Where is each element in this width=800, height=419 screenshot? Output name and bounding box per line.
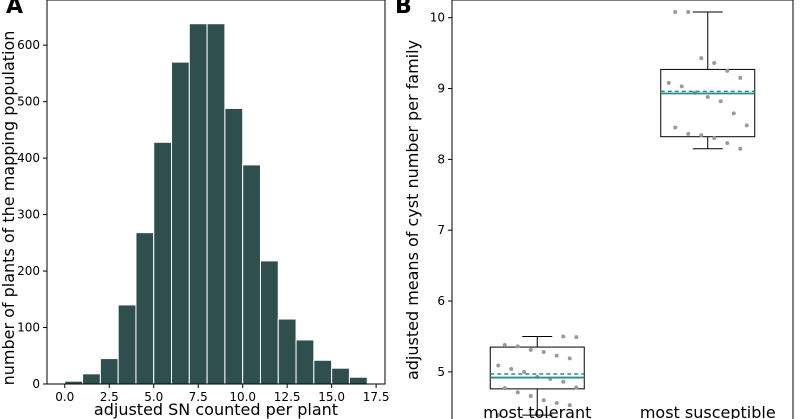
data-point [496, 363, 501, 368]
data-point [502, 342, 507, 347]
panel-a-frame [46, 0, 386, 385]
box-iqr [489, 346, 585, 390]
data-point [731, 111, 736, 116]
histogram-bar [117, 304, 137, 385]
data-point [528, 393, 533, 398]
data-point [686, 10, 691, 15]
panel-a-y-axis-label: number of plants of the mapping populati… [0, 31, 18, 386]
data-point [515, 390, 520, 395]
data-point [502, 386, 507, 391]
y-tick-label: 9 [437, 82, 445, 96]
data-point [744, 123, 749, 128]
x-tick-label: 2.5 [100, 390, 119, 404]
data-point [666, 80, 671, 85]
data-point [574, 335, 579, 340]
panel-a-x-axis-label: adjusted SN counted per plant [94, 400, 338, 419]
data-point [725, 141, 730, 146]
boxplots [489, 10, 756, 418]
data-point [522, 369, 527, 374]
data-point [515, 344, 520, 349]
data-point [718, 99, 723, 104]
histogram-bar [331, 367, 350, 385]
data-point [699, 133, 704, 138]
x-tick-label: 15.0 [318, 390, 345, 404]
category-label: most tolerant [483, 403, 591, 419]
data-point [567, 403, 572, 408]
panel-a-x-ticks: 0.0 2.5 5.0 7.5 10.0 12.5 15.0 17.5 [55, 384, 389, 404]
data-point [541, 398, 546, 403]
panel-b-label: B [395, 0, 412, 19]
data-point [705, 95, 710, 100]
x-tick-label: 17.5 [363, 390, 390, 404]
data-point [561, 334, 566, 339]
data-point [738, 75, 743, 80]
data-point [699, 56, 704, 61]
x-tick-label: 5.0 [144, 390, 163, 404]
histogram-bar [206, 23, 226, 385]
y-tick-label: 500 [17, 95, 40, 109]
histogram-bar [348, 376, 368, 385]
data-point [712, 136, 717, 141]
category-label: most susceptible [640, 403, 776, 419]
histogram-bar [224, 107, 244, 385]
data-point [679, 84, 684, 89]
y-tick-label: 5 [437, 365, 445, 379]
histogram-bar [259, 260, 279, 385]
panel-a-y-ticks: 0 100 200 300 400 500 600 [17, 38, 47, 391]
y-tick-label: 200 [17, 264, 40, 278]
y-tick-label: 7 [437, 223, 445, 237]
panel-a: A 0.0 2.5 5.0 7.5 10.0 12.5 15.0 17.5 0 100 200 30… [0, 0, 389, 419]
histogram-bar [135, 232, 155, 385]
data-point [686, 131, 691, 136]
histogram-bar [295, 339, 315, 385]
panel-b-frame [451, 0, 794, 419]
panel-b-y-ticks: 5 6 7 8 9 10 [430, 11, 452, 379]
y-tick-label: 8 [437, 152, 445, 166]
x-tick-label: 12.5 [274, 390, 301, 404]
x-tick-label: 7.5 [189, 390, 208, 404]
data-point [673, 10, 678, 15]
data-point [554, 401, 559, 406]
histogram-bar [171, 61, 190, 385]
data-point [496, 413, 501, 418]
data-point [673, 125, 678, 130]
x-tick-label: 10.0 [229, 390, 256, 404]
data-point [725, 68, 730, 73]
y-tick-label: 6 [437, 294, 445, 308]
boxplot-most-susceptible [660, 10, 756, 151]
histogram-bar [82, 373, 101, 385]
data-point [561, 379, 566, 384]
histogram-bars [64, 23, 368, 385]
box-iqr [660, 68, 756, 138]
y-tick-label: 400 [17, 151, 40, 165]
data-point [712, 61, 717, 66]
data-point [509, 367, 514, 372]
y-tick-label: 100 [17, 321, 40, 335]
histogram-bar [242, 164, 261, 385]
panel-b-category-labels: most tolerant most susceptible [483, 403, 776, 419]
panel-b-y-axis-label: adjusted means of cyst number per family [403, 40, 422, 380]
histogram-bar [153, 141, 173, 385]
y-tick-label: 0 [32, 377, 40, 391]
boxplot-most-tolerant [489, 334, 585, 418]
histogram-bar [99, 358, 119, 385]
data-point [541, 350, 546, 355]
y-tick-label: 600 [17, 38, 40, 52]
data-point [738, 146, 743, 151]
data-point [574, 385, 579, 390]
x-tick-label: 0.0 [55, 390, 74, 404]
histogram-bar [313, 359, 333, 385]
y-tick-label: 10 [430, 11, 445, 25]
data-point [567, 356, 572, 361]
data-point [554, 353, 559, 358]
data-point [528, 347, 533, 352]
panel-a-label: A [6, 0, 23, 19]
histogram-bar [277, 318, 297, 385]
histogram-bar [188, 23, 208, 385]
y-tick-label: 300 [17, 208, 40, 222]
